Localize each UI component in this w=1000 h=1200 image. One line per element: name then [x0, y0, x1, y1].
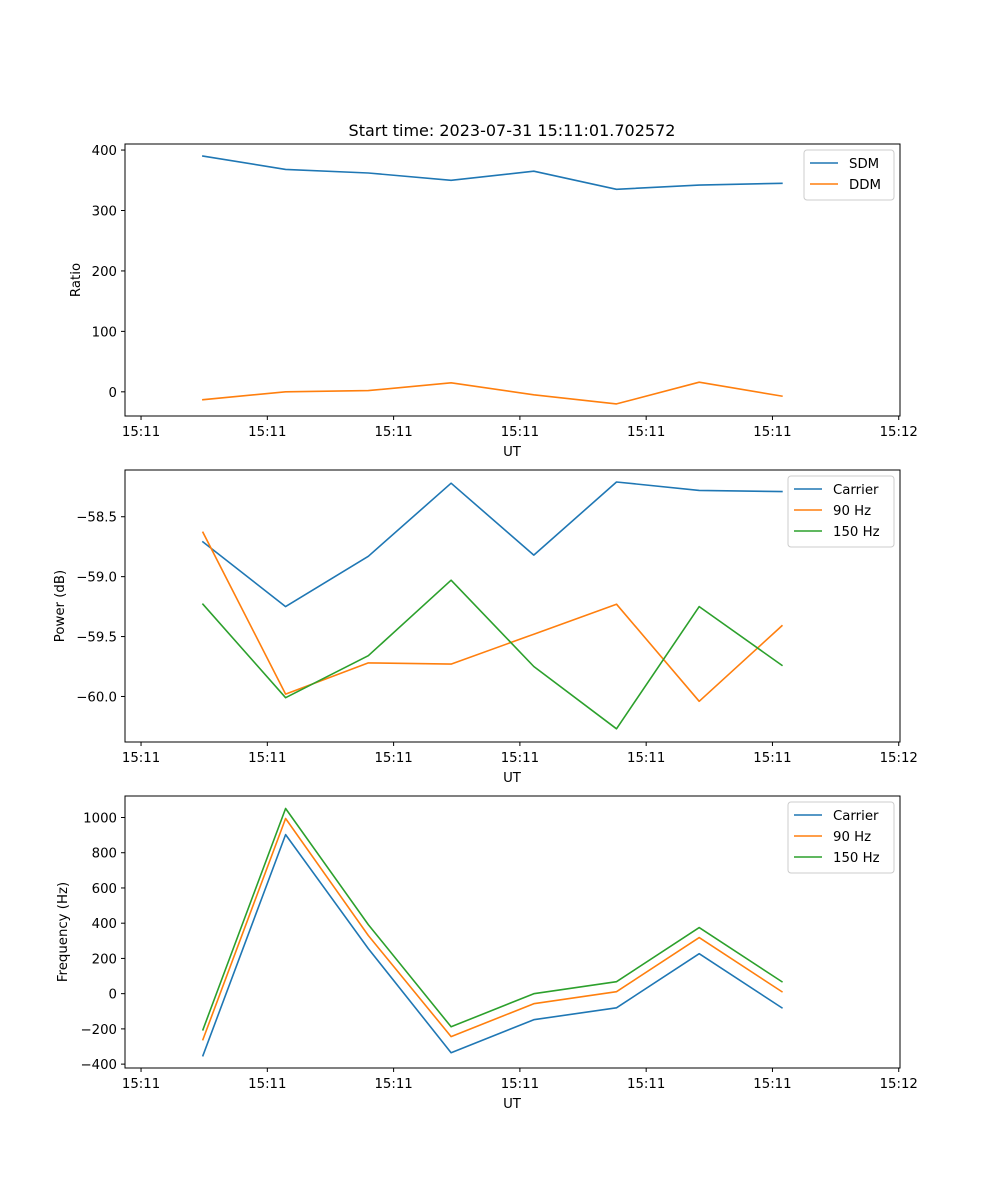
x-tick-label: 15:12 — [880, 425, 918, 440]
x-tick-label: 15:11 — [248, 1077, 286, 1092]
x-tick-label: 15:11 — [627, 1077, 665, 1092]
y-tick-label: 200 — [92, 265, 117, 280]
legend-label: 90 Hz — [833, 504, 871, 519]
x-tick-label: 15:11 — [501, 1077, 539, 1092]
y-tick-label: 200 — [92, 952, 117, 967]
x-tick-label: 15:11 — [627, 751, 665, 766]
x-tick-label: 15:11 — [374, 751, 412, 766]
x-axis-label: UT — [503, 445, 522, 460]
x-axis-label: UT — [503, 1097, 522, 1112]
x-tick-label: 15:11 — [122, 425, 160, 440]
legend-label: DDM — [849, 178, 881, 193]
y-tick-label: 100 — [92, 325, 117, 340]
x-tick-label: 15:11 — [501, 425, 539, 440]
y-tick-label: −60.0 — [76, 690, 117, 705]
legend-label: Carrier — [833, 809, 879, 824]
frequency-panel: UT Frequency (Hz) 15:11 15:11 15:11 15:11 15… — [56, 795, 918, 1112]
x-axis-label: UT — [503, 771, 522, 786]
legend: SDM DDM — [803, 149, 895, 201]
y-tick-label: −58.5 — [76, 511, 117, 526]
x-tick-label: 15:11 — [374, 1077, 412, 1092]
y-axis-label: Ratio — [69, 263, 84, 297]
legend: Carrier 90 Hz 150 Hz — [787, 801, 895, 874]
power-panel: UT Power (dB) 15:11 15:11 15:11 15:11 15:11 1… — [53, 469, 918, 786]
series-line-sdm — [201, 155, 783, 191]
x-tick-label: 15:11 — [753, 425, 791, 440]
legend-label: Carrier — [833, 483, 879, 498]
y-tick-label: 400 — [92, 917, 117, 932]
x-tick-label: 15:11 — [122, 1077, 160, 1092]
legend-box — [787, 801, 895, 874]
ratio-panel: Start time: 2023-07-31 15:11:01.702572 U… — [69, 121, 918, 460]
x-tick-label: 15:11 — [122, 751, 160, 766]
series-line-carrier — [201, 833, 784, 1057]
legend-label: 150 Hz — [833, 525, 880, 540]
legend-label: 90 Hz — [833, 830, 871, 845]
y-tick-label: −200 — [80, 1023, 117, 1038]
chart-title: Start time: 2023-07-31 15:11:01.702572 — [349, 121, 676, 140]
y-tick-label: 400 — [92, 144, 117, 159]
legend: Carrier 90 Hz 150 Hz — [787, 475, 895, 548]
legend-label: 150 Hz — [833, 851, 880, 866]
series-line-90-hz — [201, 531, 784, 703]
y-tick-label: −59.5 — [76, 631, 117, 646]
x-tick-label: 15:11 — [248, 751, 286, 766]
series-line-ddm — [202, 381, 783, 405]
x-tick-label: 15:12 — [880, 751, 918, 766]
x-tick-label: 15:11 — [248, 425, 286, 440]
y-axis-label: Power (dB) — [53, 570, 68, 642]
series-line-90-hz — [201, 817, 784, 1041]
x-tick-label: 15:11 — [753, 751, 791, 766]
y-tick-label: 300 — [92, 204, 117, 219]
axes-frame — [124, 795, 901, 1069]
x-tick-label: 15:11 — [501, 751, 539, 766]
y-tick-label: 600 — [92, 882, 117, 897]
y-tick-label: −400 — [80, 1058, 117, 1073]
axes-frame — [124, 469, 901, 743]
x-tick-label: 15:11 — [374, 425, 412, 440]
y-tick-label: −59.0 — [76, 571, 117, 586]
legend-box — [787, 475, 895, 548]
y-tick-label: 0 — [109, 988, 117, 1003]
y-tick-label: 800 — [92, 847, 117, 862]
y-axis-label: Frequency (Hz) — [56, 882, 71, 982]
x-tick-label: 15:11 — [753, 1077, 791, 1092]
y-tick-label: 0 — [109, 386, 117, 401]
series-line-150-hz — [201, 579, 784, 730]
series-line-carrier — [201, 481, 783, 608]
axes-frame — [124, 143, 901, 417]
legend-label: SDM — [849, 157, 879, 172]
y-tick-label: 1000 — [83, 811, 117, 826]
x-tick-label: 15:12 — [880, 1077, 918, 1092]
series-line-150-hz — [201, 807, 784, 1031]
x-tick-label: 15:11 — [627, 425, 665, 440]
